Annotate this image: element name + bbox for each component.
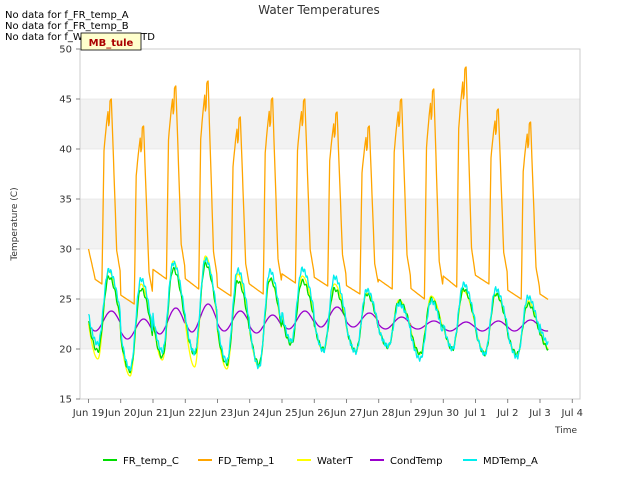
x-tick-label: Jun 27 <box>330 408 363 419</box>
x-tick-label: Jun 25 <box>265 408 298 419</box>
site-tag-box <box>80 32 142 51</box>
x-tick-label: Jun 19 <box>72 408 105 419</box>
x-tick-label: Jul 1 <box>464 408 487 419</box>
series-line-mdtemp-a <box>87 256 549 372</box>
y-tick-label: 45 <box>59 95 72 106</box>
x-tick-label: Jun 20 <box>104 408 137 419</box>
x-axis-title: Time <box>554 426 577 436</box>
x-tick-label: Jun 30 <box>426 408 459 419</box>
plot-border <box>79 48 581 400</box>
no-data-note-fr-temp-b: No data for f_FR_temp_B <box>5 21 129 32</box>
legend-label: FR_temp_C <box>123 456 179 467</box>
plot-frame <box>79 48 581 400</box>
series-line-condtemp <box>87 303 549 340</box>
no-data-note-watertemp-ctd: No data for f_WaterTemp_CTD <box>5 32 155 43</box>
x-axis-ticks: Jun 19 Jun 20 Jun 21 Jun 22 Jun 23 Jun 24 Jun … <box>72 399 583 419</box>
x-tick-label: Jun 22 <box>168 408 201 419</box>
legend-label: WaterT <box>317 456 354 467</box>
x-tick-label: Jun 26 <box>297 408 330 419</box>
x-tick-label: Jul 4 <box>560 408 583 419</box>
y-tick-label: 20 <box>59 345 72 356</box>
y-axis-title: Temperature (C) <box>10 187 20 261</box>
y-axis-ticks: 15 20 25 30 35 40 45 50 <box>59 45 80 406</box>
chart-title: Water Temperatures <box>258 3 380 17</box>
x-tick-label: Jun 21 <box>136 408 169 419</box>
legend: FR_temp_C FD_Temp_1 WaterT CondTemp MDTemp_A <box>103 456 538 467</box>
series-line-fd-temp-1 <box>87 66 549 305</box>
grid-band <box>80 99 580 149</box>
legend-label: CondTemp <box>390 456 442 467</box>
site-tag-label: MB_tule <box>89 38 134 49</box>
background-bands <box>80 48 580 400</box>
x-tick-label: Jun 23 <box>201 408 234 419</box>
x-tick-label: Jul 2 <box>496 408 519 419</box>
grid-band <box>80 199 580 249</box>
y-tick-label: 30 <box>59 245 72 256</box>
y-tick-label: 25 <box>59 295 72 306</box>
x-tick-label: Jun 29 <box>394 408 427 419</box>
y-tick-label: 35 <box>59 195 72 206</box>
y-tick-label: 50 <box>59 45 72 56</box>
y-tick-label: 15 <box>59 395 72 406</box>
x-tick-label: Jun 28 <box>362 408 395 419</box>
y-tick-label: 40 <box>59 145 72 156</box>
x-tick-label: Jun 24 <box>233 408 266 419</box>
legend-label: MDTemp_A <box>483 456 538 467</box>
no-data-note-fr-temp-a: No data for f_FR_temp_A <box>5 10 129 21</box>
legend-label: FD_Temp_1 <box>218 456 274 467</box>
series-lines <box>87 66 549 377</box>
x-tick-label: Jul 3 <box>528 408 551 419</box>
